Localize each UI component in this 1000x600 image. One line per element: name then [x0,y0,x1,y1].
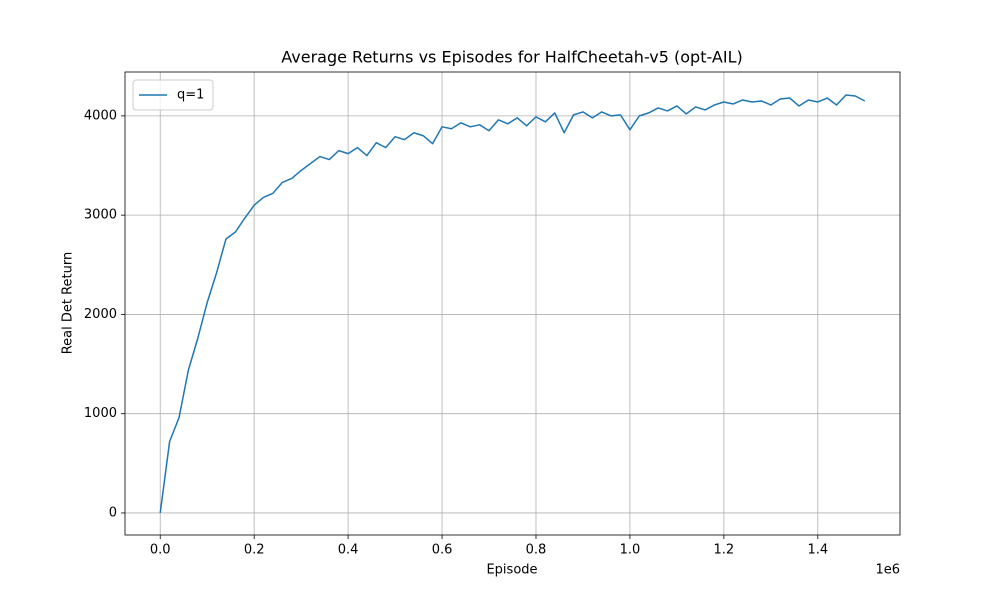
x-offset-label: 1e6 [875,563,900,578]
legend-label: q=1 [177,88,204,103]
x-tick-label: 1.0 [620,543,641,558]
axes-frame [124,71,901,536]
x-tick-label: 0.4 [338,543,359,558]
y-tick-label: 3000 [84,208,117,223]
y-tick-label: 0 [109,505,117,520]
x-tick-label: 0.8 [526,543,547,558]
y-tick-label: 2000 [84,307,117,322]
x-axis-label: Episode [486,563,537,578]
x-tick-label: 0.2 [244,543,265,558]
y-tick-label: 1000 [84,406,117,421]
chart-title: Average Returns vs Episodes for HalfChee… [281,48,742,67]
x-tick-label: 1.4 [807,543,828,558]
x-tick-label: 1.2 [714,543,735,558]
x-tick-label: 0.6 [432,543,453,558]
legend-box [132,79,214,111]
y-axis-label: Real Det Return [61,252,76,355]
data-line [159,94,866,514]
y-tick-label: 4000 [84,108,117,123]
x-tick-label: 0.0 [150,543,171,558]
